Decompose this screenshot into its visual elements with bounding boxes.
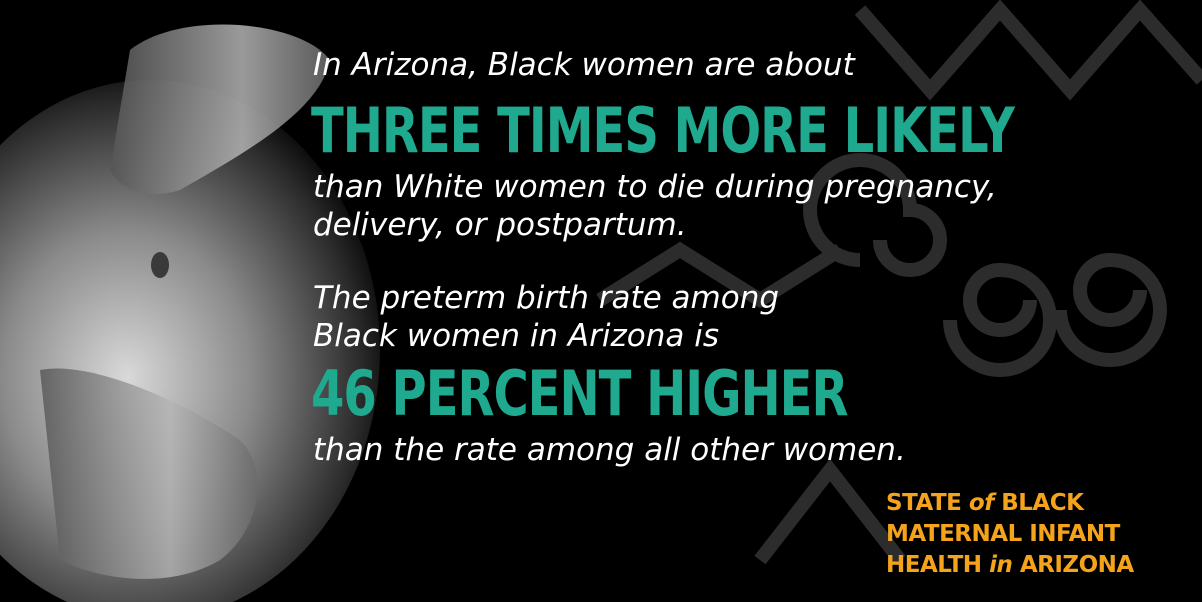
logo-word: HEALTH: [886, 552, 982, 578]
logo-line: MATERNAL INFANT: [886, 519, 1134, 550]
infographic: In Arizona, Black women are about THREE …: [0, 0, 1202, 602]
logo-line: HEALTH in ARIZONA: [886, 550, 1134, 581]
highlight-text: THREE TIMES MORE LIKELY: [311, 100, 1014, 162]
page: In Arizona, Black women are about THREE …: [0, 0, 1202, 602]
logo-word: MATERNAL INFANT: [886, 521, 1120, 547]
intro-text: Black women in Arizona is: [313, 321, 719, 352]
navel: [151, 252, 169, 278]
logo-word: BLACK: [1001, 490, 1083, 516]
logo-line: STATE of BLACK: [886, 488, 1134, 519]
logo-word: of: [969, 490, 994, 516]
highlight-text: 46 PERCENT HIGHER: [311, 363, 847, 425]
intro-text: The preterm birth rate among: [313, 283, 779, 314]
detail-text: delivery, or postpartum.: [313, 210, 687, 241]
detail-text: than White women to die during pregnancy…: [313, 172, 997, 203]
logo-word: ARIZONA: [1020, 552, 1134, 578]
intro-text: In Arizona, Black women are about: [313, 50, 855, 81]
logo: STATE of BLACK MATERNAL INFANT HEALTH in…: [886, 488, 1134, 581]
logo-word: in: [989, 552, 1012, 578]
logo-word: STATE: [886, 490, 961, 516]
detail-text: than the rate among all other women.: [313, 435, 906, 466]
